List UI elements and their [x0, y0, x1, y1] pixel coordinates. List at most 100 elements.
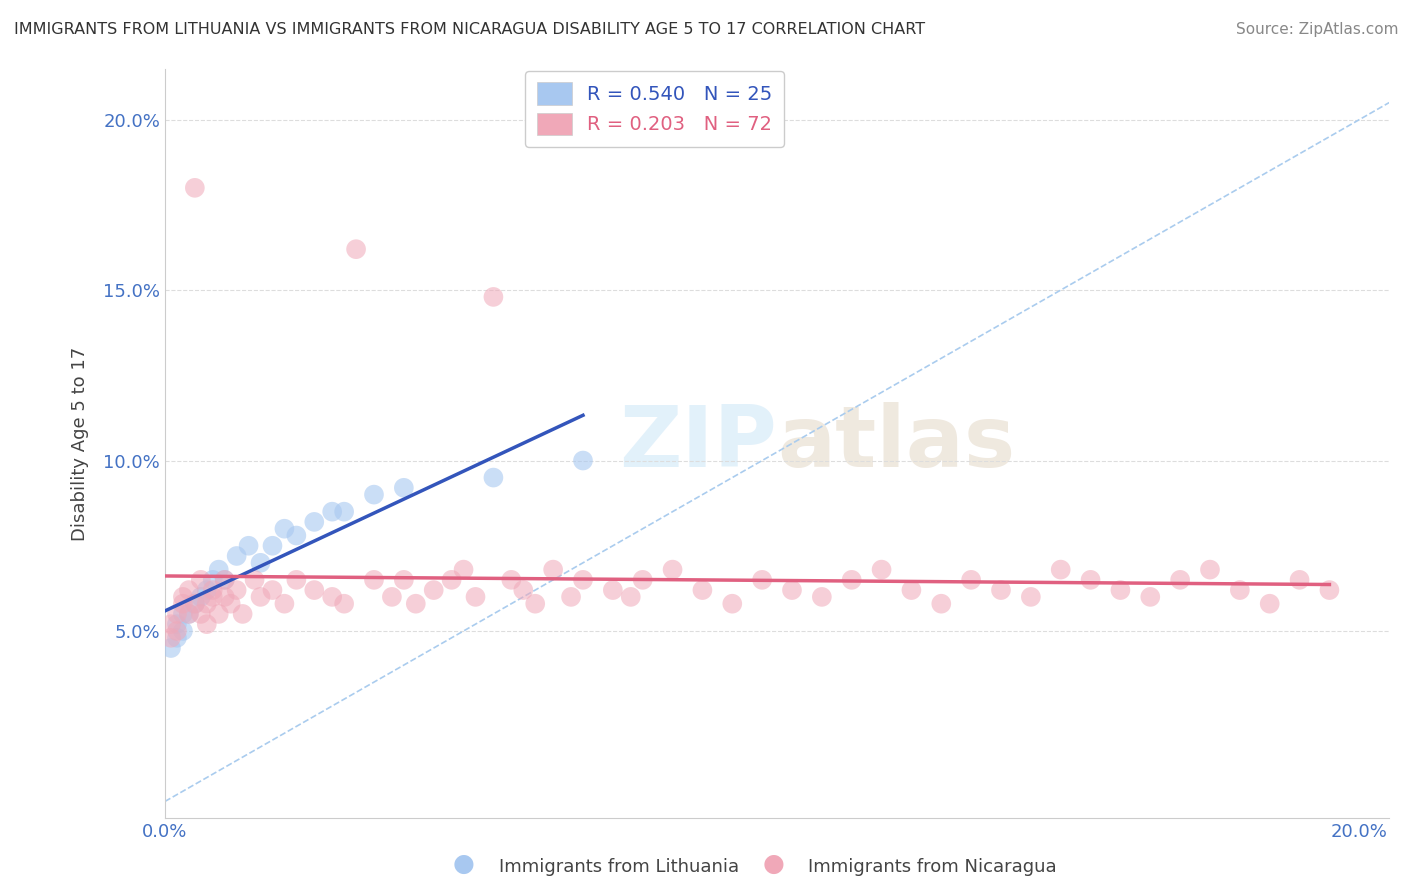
Point	[190, 573, 212, 587]
Text: Immigrants from Nicaragua: Immigrants from Nicaragua	[808, 858, 1057, 876]
Point	[572, 453, 595, 467]
Point	[1319, 583, 1341, 598]
Point	[1199, 563, 1222, 577]
Point	[285, 573, 308, 587]
Point	[214, 590, 236, 604]
Point	[1080, 573, 1102, 587]
Point	[363, 573, 385, 587]
Point	[160, 617, 183, 632]
Point	[184, 597, 207, 611]
Point	[572, 573, 595, 587]
Point	[195, 583, 218, 598]
Point	[160, 640, 183, 655]
Point	[333, 597, 356, 611]
Point	[219, 597, 242, 611]
Point	[321, 590, 343, 604]
Point	[273, 522, 295, 536]
Point	[440, 573, 463, 587]
Point	[453, 563, 475, 577]
Text: IMMIGRANTS FROM LITHUANIA VS IMMIGRANTS FROM NICARAGUA DISABILITY AGE 5 TO 17 CO: IMMIGRANTS FROM LITHUANIA VS IMMIGRANTS …	[14, 22, 925, 37]
Point	[172, 624, 194, 638]
Point	[195, 617, 218, 632]
Point	[201, 583, 224, 598]
Point	[1109, 583, 1132, 598]
Point	[225, 583, 247, 598]
Point	[214, 573, 236, 587]
Point	[721, 597, 744, 611]
Point	[166, 607, 188, 621]
Text: ●: ●	[762, 852, 785, 876]
Point	[243, 573, 266, 587]
Point	[262, 539, 284, 553]
Point	[184, 181, 207, 195]
Point	[960, 573, 983, 587]
Point	[177, 583, 200, 598]
Point	[363, 488, 385, 502]
Point	[692, 583, 714, 598]
Point	[177, 607, 200, 621]
Point	[249, 556, 271, 570]
Point	[602, 583, 624, 598]
Point	[1019, 590, 1042, 604]
Point	[661, 563, 683, 577]
Point	[631, 573, 654, 587]
Point	[1229, 583, 1251, 598]
Point	[273, 597, 295, 611]
Point	[238, 539, 260, 553]
Point	[166, 631, 188, 645]
Text: ●: ●	[453, 852, 475, 876]
Point	[172, 607, 194, 621]
Point	[1049, 563, 1071, 577]
Point	[501, 573, 523, 587]
Point	[541, 563, 564, 577]
Text: atlas: atlas	[778, 402, 1015, 485]
Point	[929, 597, 952, 611]
Point	[1258, 597, 1281, 611]
Legend: R = 0.540   N = 25, R = 0.203   N = 72: R = 0.540 N = 25, R = 0.203 N = 72	[524, 70, 785, 147]
Point	[811, 590, 834, 604]
Point	[392, 481, 415, 495]
Text: ZIP: ZIP	[619, 402, 778, 485]
Point	[304, 583, 326, 598]
Point	[620, 590, 643, 604]
Point	[208, 563, 231, 577]
Point	[1288, 573, 1310, 587]
Point	[780, 583, 803, 598]
Point	[201, 590, 224, 604]
Point	[482, 290, 505, 304]
Point	[190, 607, 212, 621]
Point	[166, 624, 188, 638]
Point	[392, 573, 415, 587]
Point	[249, 590, 271, 604]
Point	[841, 573, 863, 587]
Point	[190, 590, 212, 604]
Point	[990, 583, 1012, 598]
Point	[321, 505, 343, 519]
Point	[195, 597, 218, 611]
Point	[1139, 590, 1161, 604]
Point	[232, 607, 254, 621]
Point	[172, 590, 194, 604]
Point	[422, 583, 444, 598]
Point	[512, 583, 534, 598]
Point	[177, 607, 200, 621]
Point	[405, 597, 427, 611]
Point	[381, 590, 404, 604]
Point	[900, 583, 922, 598]
Point	[166, 617, 188, 632]
Point	[172, 597, 194, 611]
Point	[464, 590, 486, 604]
Point	[214, 573, 236, 587]
Point	[184, 597, 207, 611]
Y-axis label: Disability Age 5 to 17: Disability Age 5 to 17	[72, 346, 89, 541]
Point	[304, 515, 326, 529]
Point	[344, 242, 367, 256]
Point	[160, 631, 183, 645]
Point	[262, 583, 284, 598]
Point	[333, 505, 356, 519]
Point	[1168, 573, 1191, 587]
Point	[560, 590, 582, 604]
Text: Source: ZipAtlas.com: Source: ZipAtlas.com	[1236, 22, 1399, 37]
Point	[208, 607, 231, 621]
Point	[285, 528, 308, 542]
